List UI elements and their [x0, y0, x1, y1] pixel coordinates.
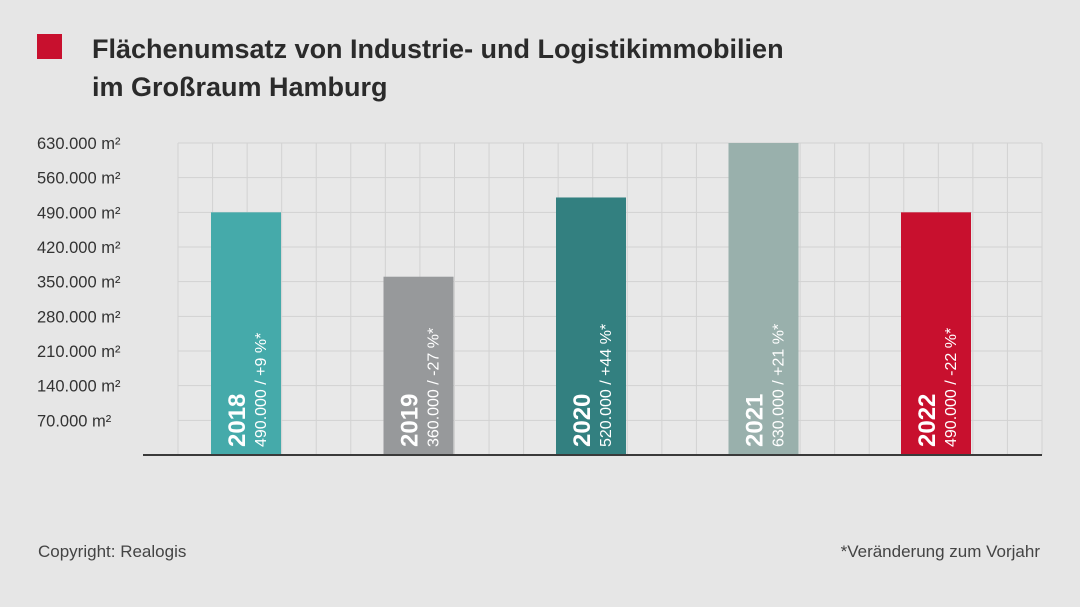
- bar-value-label: 520.000 / +44 %*: [598, 324, 615, 447]
- bar-year-label: 2022: [914, 394, 941, 447]
- copyright-text: Copyright: Realogis: [38, 542, 187, 561]
- chart-title-line-1: Flächenumsatz von Industrie- und Logisti…: [92, 34, 784, 64]
- bar-year-label: 2019: [397, 394, 424, 447]
- bar-year-label: 2021: [742, 394, 769, 447]
- bar-value-label: 360.000 / -27 %*: [426, 328, 443, 447]
- y-tick-label: 70.000 m²: [37, 412, 112, 430]
- bar-2018: [211, 212, 281, 455]
- y-tick-label: 140.000 m²: [37, 378, 121, 396]
- bar-value-label: 490.000 / +9 %*: [253, 333, 270, 447]
- bar-2022: [901, 212, 971, 455]
- footnote-text: *Veränderung zum Vorjahr: [840, 542, 1040, 561]
- chart-title: Flächenumsatz von Industrie- und Logisti…: [92, 30, 992, 106]
- bar-year-label: 2020: [569, 394, 596, 447]
- y-tick-label: 350.000 m²: [37, 274, 121, 292]
- bar-value-label: 490.000 / -22 %*: [943, 328, 960, 447]
- y-tick-label: 490.000 m²: [37, 204, 121, 222]
- y-tick-label: 210.000 m²: [37, 343, 121, 361]
- bar-2021: [728, 143, 799, 455]
- y-tick-label: 420.000 m²: [37, 239, 121, 257]
- y-tick-label: 280.000 m²: [37, 308, 121, 326]
- title-marker: [37, 34, 62, 59]
- chart-title-line-2: im Großraum Hamburg: [92, 72, 388, 102]
- y-tick-label: 630.000 m²: [37, 135, 121, 153]
- y-tick-label: 560.000 m²: [37, 170, 121, 188]
- bar-value-label: 630.000 / +21 %*: [771, 324, 788, 447]
- bar-2020: [556, 197, 626, 455]
- bar-2019: [383, 276, 454, 455]
- bar-year-label: 2018: [224, 394, 251, 447]
